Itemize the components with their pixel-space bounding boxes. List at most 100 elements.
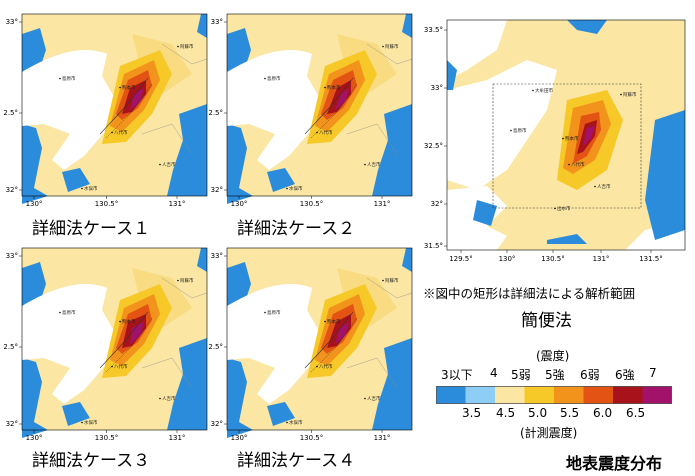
low-intensity-area: [197, 248, 207, 272]
y-tick-label: 32.5°: [209, 109, 223, 117]
y-tick-label: 32.5°: [4, 109, 18, 117]
intensity-map-overview: 129.5° 130° 130.5° 131° 131.5° 33.5° 33° 32.5° 3…: [424, 19, 686, 263]
city-label: 熊本市: [327, 318, 341, 325]
map-frame: [21, 13, 208, 197]
city-label: 水俣市: [84, 419, 98, 426]
color-bar-segment: [524, 386, 555, 404]
analysis-range-note: ※図中の矩形は詳細法による解析範囲: [423, 286, 636, 301]
y-tick-label: 33°: [211, 18, 223, 26]
y-tick-label: 32°: [211, 186, 223, 194]
prefecture-boundary: [346, 43, 413, 155]
y-tick-label: 32°: [211, 420, 223, 428]
city-label: 阿蘇市: [385, 277, 399, 284]
city-label: 人吉市: [367, 161, 381, 168]
x-tick-label: 130.5°: [541, 255, 565, 263]
sea: [227, 284, 322, 404]
case2-label: 詳細法ケース２: [237, 219, 356, 239]
intensity-map-case2: 130° 130.5° 131° 33° 32.5° 32° 熊本市 島原市八代市人吉市水俣市…: [209, 13, 413, 208]
low-intensity-area: [645, 110, 685, 240]
prefecture-boundary: [141, 43, 208, 155]
case1-label: 詳細法ケース１: [32, 219, 151, 239]
sea: [447, 20, 507, 80]
value-label-6-5: 6.5: [626, 406, 646, 420]
x-tick-label: 131°: [169, 434, 186, 442]
city-label: 水俣市: [289, 185, 303, 192]
color-bar-frame: [436, 386, 672, 404]
x-tick-label: 130°: [499, 255, 516, 263]
low-intensity-area: [547, 234, 587, 244]
city-marker: [382, 279, 384, 282]
city-label: 阿蘇市: [385, 43, 399, 50]
class-label-6-upper: 6強: [615, 368, 635, 382]
intensity-7-area: [130, 322, 144, 344]
city-label: 阿蘇市: [623, 91, 637, 98]
city-marker: [510, 129, 512, 132]
map-panel-case2: 130° 130.5° 131° 33° 32.5° 32° 熊本市 島原市八代市人吉市水俣市…: [209, 6, 417, 214]
low-intensity-area: [227, 358, 253, 438]
city-marker: [364, 163, 366, 166]
prefecture-boundary: [141, 277, 208, 389]
low-intensity-area: [62, 168, 90, 192]
city-marker: [562, 137, 564, 140]
value-label-6-0: 6.0: [593, 406, 613, 420]
city-marker: [286, 187, 288, 190]
low-intensity-area: [197, 14, 207, 38]
low-intensity-area: [567, 20, 607, 34]
x-tick-label: 130°: [26, 434, 43, 442]
y-tick-label: 32.5°: [4, 343, 18, 351]
low-intensity-area: [267, 168, 295, 192]
value-label-3-5: 3.5: [462, 406, 482, 420]
low-intensity-area: [372, 338, 412, 430]
low-intensity-area: [372, 104, 412, 196]
y-tick-label: 32°: [6, 420, 18, 428]
map-frame: [226, 247, 413, 431]
sea: [22, 284, 117, 404]
sea: [227, 50, 322, 170]
city-marker: [119, 320, 121, 323]
city-label: 熊本市: [327, 84, 341, 91]
city-label: 八代市: [319, 129, 333, 136]
intensity-class-title: (震度): [536, 349, 570, 363]
measured-intensity-title: (計測震度): [520, 426, 578, 440]
map-panel-case3: 130° 130.5° 131° 33° 32.5° 32° 熊本市 島原市八代市人吉市水俣市…: [4, 240, 212, 448]
city-label: 島原市: [513, 127, 527, 134]
city-label: 熊本市: [122, 84, 136, 91]
map-body: [447, 20, 685, 250]
class-label-5-upper: 5強: [545, 368, 565, 382]
city-label: 八代市: [571, 161, 585, 168]
city-marker: [111, 131, 113, 134]
class-label-7: 7: [649, 366, 657, 380]
color-bar-segment: [642, 386, 672, 404]
city-label: 八代市: [114, 363, 128, 370]
y-tick-label: 33°: [6, 252, 18, 260]
fault-trace: [99, 77, 149, 135]
map-panel-case1: 130° 130.5° 131° 33° 32.5° 32° 熊本市 島原市八代市人吉市水俣市…: [4, 6, 212, 214]
city-marker: [364, 397, 366, 400]
city-marker: [59, 77, 61, 80]
city-label: 八代市: [319, 363, 333, 370]
y-tick-label: 32°: [6, 186, 18, 194]
city-marker: [177, 45, 179, 48]
low-intensity-area: [473, 200, 497, 226]
color-bar-segment: [465, 386, 496, 404]
class-label-6-lower: 6弱: [580, 368, 600, 382]
low-intensity-area: [167, 104, 207, 196]
color-bar-segment: [613, 386, 643, 404]
map-frame: [446, 19, 686, 251]
value-label-5-0: 5.0: [528, 406, 548, 420]
x-tick-label: 130.5°: [300, 200, 324, 208]
city-marker: [159, 163, 161, 166]
low-intensity-area: [447, 60, 457, 90]
city-marker: [382, 45, 384, 48]
class-label-5-lower: 5弱: [511, 368, 531, 382]
city-label: 島原市: [62, 75, 76, 82]
map-panel-case4: 130° 130.5° 131° 33° 32.5° 32° 熊本市 島原市八代市人吉市水俣市…: [209, 240, 417, 448]
intensity-map-case3: 130° 130.5° 131° 33° 32.5° 32° 熊本市 島原市八代市人吉市水俣市…: [4, 247, 208, 442]
city-label: 人吉市: [597, 183, 611, 190]
city-marker: [81, 421, 83, 424]
city-marker: [286, 421, 288, 424]
city-label: 島原市: [62, 309, 76, 316]
city-label: 阿蘇市: [180, 43, 194, 50]
x-tick-label: 131°: [374, 434, 391, 442]
fault-trace: [99, 311, 149, 369]
